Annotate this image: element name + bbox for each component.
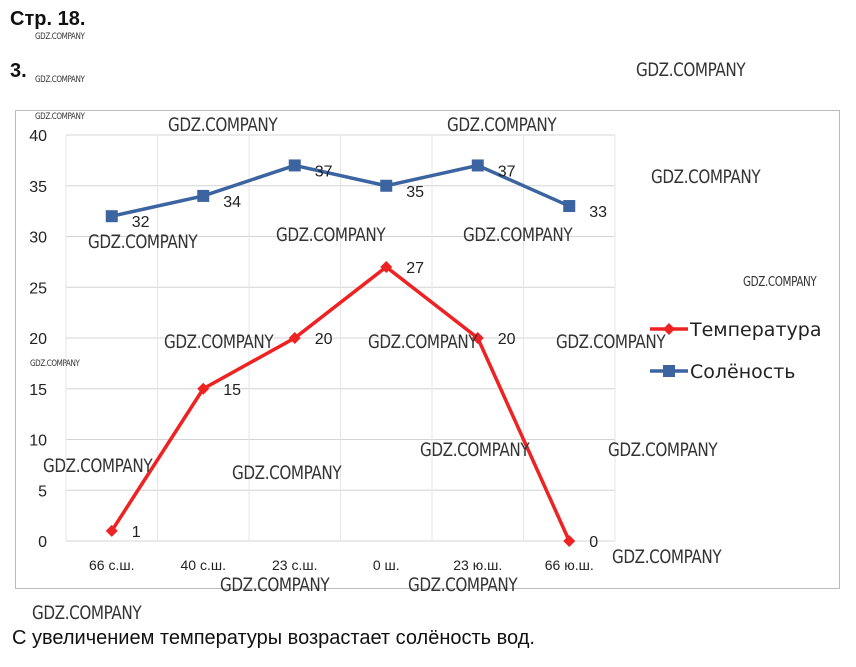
data-point <box>563 200 576 213</box>
x-tick-label: 23 с.ш. <box>272 557 317 573</box>
data-label: 32 <box>132 214 150 231</box>
data-point <box>380 260 393 273</box>
data-point <box>471 159 484 172</box>
y-tick-label: 0 <box>38 534 47 551</box>
x-tick-label: 0 ш. <box>373 557 400 573</box>
y-tick-label: 20 <box>29 331 47 348</box>
watermark: GDZ.COMPANY <box>463 224 573 246</box>
y-tick-label: 25 <box>29 280 47 297</box>
data-label: 37 <box>315 163 333 180</box>
data-point <box>197 382 210 395</box>
watermark: GDZ.COMPANY <box>420 439 530 461</box>
y-tick-label: 10 <box>29 433 47 450</box>
y-tick-label: 15 <box>29 382 47 399</box>
legend-label: Температура <box>689 319 821 341</box>
watermark: GDZ.COMPANY <box>35 112 85 122</box>
data-point <box>288 159 301 172</box>
y-tick-label: 5 <box>38 483 47 500</box>
watermark: GDZ.COMPANY <box>636 59 746 81</box>
watermark: GDZ.COMPANY <box>220 574 330 596</box>
data-point <box>380 179 393 192</box>
conclusion-text: С увеличением температуры возрастает сол… <box>12 627 535 649</box>
chart-frame <box>15 110 840 589</box>
series-line-salinity <box>111 163 570 218</box>
y-tick-label: 40 <box>29 128 47 145</box>
legend-marker <box>663 365 675 377</box>
y-tick-label: 30 <box>29 230 47 247</box>
watermark: GDZ.COMPANY <box>651 166 761 188</box>
data-label: 35 <box>406 184 424 201</box>
watermark: GDZ.COMPANY <box>612 546 722 568</box>
watermark: GDZ.COMPANY <box>276 224 386 246</box>
legend-marker <box>663 323 675 335</box>
data-label: 0 <box>589 534 598 551</box>
watermark: GDZ.COMPANY <box>608 439 718 461</box>
data-label: 15 <box>223 382 241 399</box>
watermark: GDZ.COMPANY <box>408 574 518 596</box>
task-number: 3. <box>10 60 27 82</box>
data-label: 34 <box>223 194 241 211</box>
data-point <box>197 189 210 202</box>
data-point <box>105 210 118 223</box>
data-label: 20 <box>315 331 333 348</box>
watermark: GDZ.COMPANY <box>30 359 80 369</box>
x-tick-label: 23 ю.ш. <box>453 557 502 573</box>
data-point <box>471 332 484 344</box>
watermark: GDZ.COMPANY <box>168 114 278 136</box>
data-label: 27 <box>406 260 424 277</box>
data-label: 20 <box>498 331 516 348</box>
watermark: GDZ.COMPANY <box>743 275 817 290</box>
x-tick-label: 40 с.ш. <box>181 557 226 573</box>
data-point <box>288 332 301 344</box>
data-point <box>563 535 576 547</box>
watermark: GDZ.COMPANY <box>232 462 342 484</box>
watermark: GDZ.COMPANY <box>164 331 274 353</box>
x-tick-label: 66 с.ш. <box>89 557 134 573</box>
data-label: 1 <box>132 524 141 541</box>
watermark: GDZ.COMPANY <box>32 602 142 624</box>
legend-label: Солёность <box>690 361 795 383</box>
watermark: GDZ.COMPANY <box>35 32 85 42</box>
watermark: GDZ.COMPANY <box>556 331 666 353</box>
y-tick-label: 35 <box>29 179 47 196</box>
watermark: GDZ.COMPANY <box>35 75 85 85</box>
series-line-temperature <box>110 264 571 542</box>
watermark: GDZ.COMPANY <box>447 114 557 136</box>
page-label: Стр. 18. <box>10 8 86 30</box>
watermark: GDZ.COMPANY <box>368 331 478 353</box>
data-label: 37 <box>498 163 516 180</box>
data-point <box>105 524 118 537</box>
watermark: GDZ.COMPANY <box>88 231 198 253</box>
x-tick-label: 66 ю.ш. <box>545 557 594 573</box>
watermark: GDZ.COMPANY <box>43 455 153 477</box>
data-label: 33 <box>589 204 607 221</box>
